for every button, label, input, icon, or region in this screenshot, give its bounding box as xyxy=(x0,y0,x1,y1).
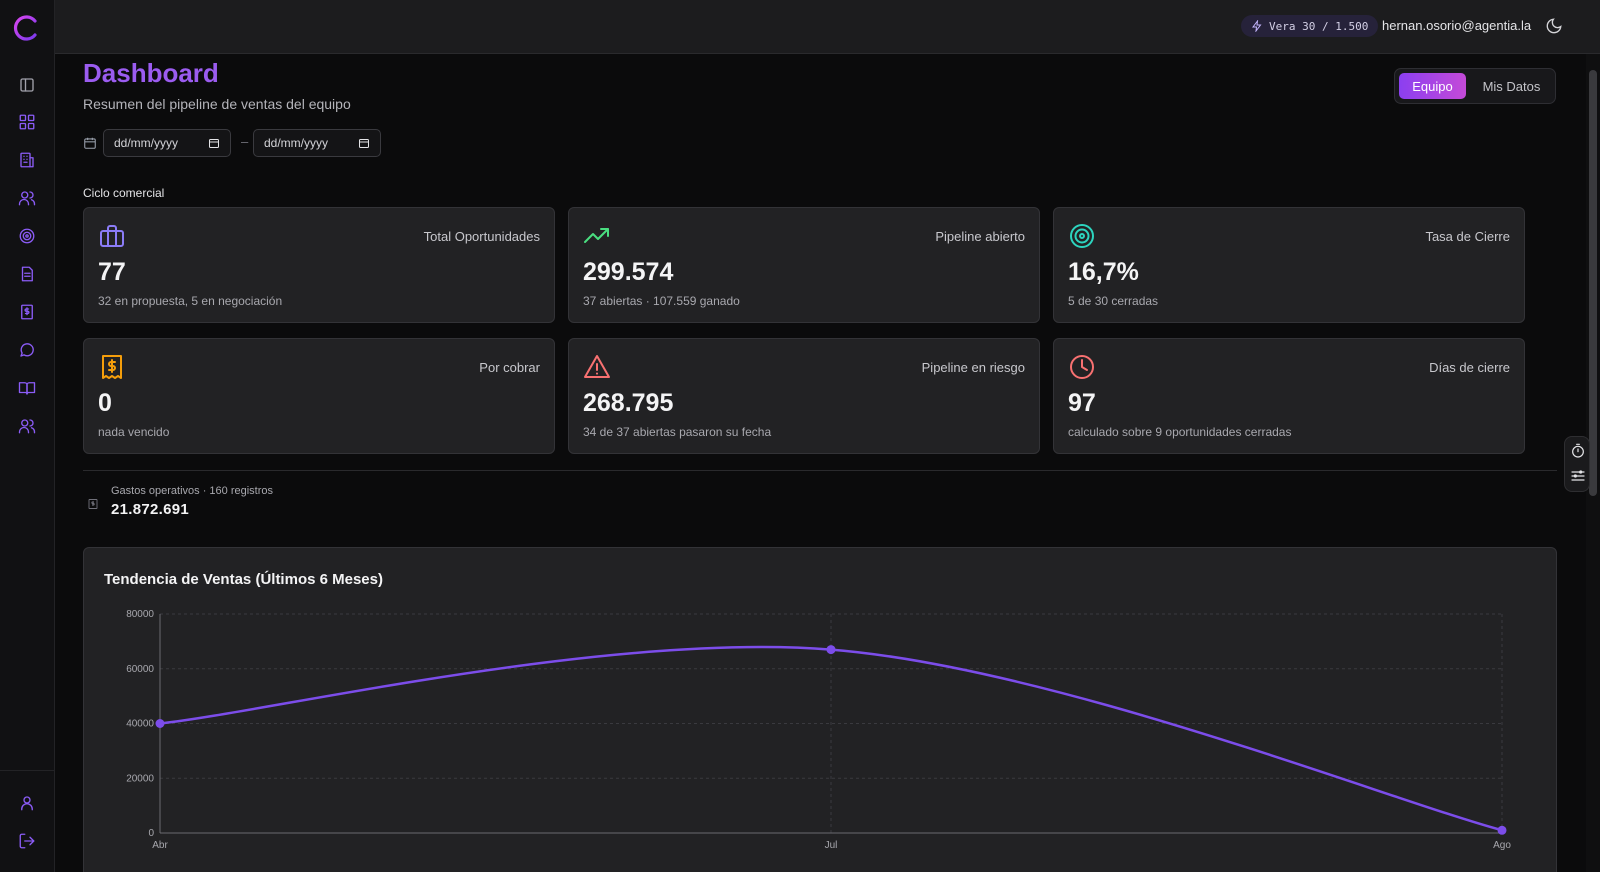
data-point xyxy=(1497,825,1507,835)
x-tick-label: Ago xyxy=(1493,840,1511,851)
section-label: Ciclo comercial xyxy=(83,186,165,200)
card-value: 268.795 xyxy=(583,389,674,417)
dashboard-icon[interactable] xyxy=(17,112,37,132)
document-icon[interactable] xyxy=(17,264,37,284)
top-bar: Vera 30 / 1.500 hernan.osorio@agentia.la xyxy=(55,0,1600,54)
card-pipeline-abierto[interactable]: Pipeline abierto 299.574 37 abiertas · 1… xyxy=(568,207,1040,323)
calendar-picker-icon[interactable] xyxy=(208,137,220,149)
card-subtext: nada vencido xyxy=(98,425,170,439)
sales-trend-chart: 0 20000 40000 60000 80000 Abr Jul Ago xyxy=(126,609,1511,851)
calendar-picker-icon[interactable] xyxy=(358,137,370,149)
card-label: Tasa de Cierre xyxy=(1425,229,1510,244)
y-tick-label: 80000 xyxy=(126,609,154,620)
card-subtext: calculado sobre 9 oportunidades cerradas xyxy=(1068,425,1292,439)
data-point xyxy=(826,645,836,655)
stopwatch-icon[interactable] xyxy=(1570,443,1586,459)
date-separator: – xyxy=(241,134,249,149)
card-value: 77 xyxy=(98,258,126,286)
profile-icon[interactable] xyxy=(17,793,37,813)
card-dias-de-cierre[interactable]: Días de cierre 97 calculado sobre 9 opor… xyxy=(1053,338,1525,454)
vera-credits-badge[interactable]: Vera 30 / 1.500 xyxy=(1241,15,1379,37)
expenses-icon xyxy=(87,497,99,509)
card-label: Pipeline abierto xyxy=(935,229,1025,244)
card-label: Total Oportunidades xyxy=(423,229,540,244)
expenses-value: 21.872.691 xyxy=(111,501,190,518)
card-value: 16,7% xyxy=(1068,258,1139,286)
card-por-cobrar[interactable]: Por cobrar 0 nada vencido xyxy=(83,338,555,454)
calendar-icon xyxy=(83,136,97,150)
x-tick-label: Jul xyxy=(825,840,838,851)
logout-icon[interactable] xyxy=(17,831,37,851)
toggle-equipo-button[interactable]: Equipo xyxy=(1399,73,1466,99)
data-point xyxy=(155,719,165,728)
vera-credits-text: Vera 30 / 1.500 xyxy=(1269,19,1369,33)
floating-tools xyxy=(1564,436,1590,492)
sidebar xyxy=(0,0,55,872)
moon-icon[interactable] xyxy=(1545,17,1563,35)
x-tick-label: Abr xyxy=(152,840,168,851)
building-icon[interactable] xyxy=(17,150,37,170)
invoice-icon[interactable] xyxy=(17,302,37,322)
target-icon[interactable] xyxy=(17,226,37,246)
card-label: Días de cierre xyxy=(1429,360,1510,375)
card-label: Por cobrar xyxy=(479,360,540,375)
card-total-oportunidades[interactable]: Total Oportunidades 77 32 en propuesta, … xyxy=(83,207,555,323)
card-value: 97 xyxy=(1068,389,1096,417)
date-from-placeholder: dd/mm/yyyy xyxy=(114,136,179,150)
card-subtext: 32 en propuesta, 5 en negociación xyxy=(98,294,283,308)
main-content: Dashboard Resumen del pipeline de ventas… xyxy=(55,54,1585,872)
chat-icon[interactable] xyxy=(17,340,37,360)
y-tick-label: 60000 xyxy=(126,664,154,675)
briefcase-icon xyxy=(98,222,126,250)
sales-trend-chart-card: Tendencia de Ventas (Últimos 6 Meses) 0 2… xyxy=(83,547,1557,872)
sidebar-divider xyxy=(0,770,55,771)
date-to-input[interactable]: dd/mm/yyyy xyxy=(253,129,381,157)
clock-icon xyxy=(1068,353,1096,381)
view-toggle: Equipo Mis Datos xyxy=(1394,68,1556,104)
card-subtext: 37 abiertas · 107.559 ganado xyxy=(583,294,740,308)
team-icon[interactable] xyxy=(17,416,37,436)
brand-logo-icon[interactable] xyxy=(13,14,41,42)
card-value: 0 xyxy=(98,389,112,417)
book-icon[interactable] xyxy=(17,378,37,398)
filter-list-icon[interactable] xyxy=(1570,468,1586,484)
y-tick-label: 0 xyxy=(148,828,154,839)
page-title: Dashboard xyxy=(83,58,219,88)
card-tasa-de-cierre[interactable]: Tasa de Cierre 16,7% 5 de 30 cerradas xyxy=(1053,207,1525,323)
scrollbar-thumb[interactable] xyxy=(1589,70,1597,496)
users-icon[interactable] xyxy=(17,188,37,208)
card-pipeline-en-riesgo[interactable]: Pipeline en riesgo 268.795 34 de 37 abie… xyxy=(568,338,1040,454)
card-subtext: 5 de 30 cerradas xyxy=(1068,294,1159,308)
card-subtext: 34 de 37 abiertas pasaron su fecha xyxy=(583,425,772,439)
section-divider xyxy=(83,470,1557,471)
card-label: Pipeline en riesgo xyxy=(921,360,1025,375)
date-from-input[interactable]: dd/mm/yyyy xyxy=(103,129,231,157)
trending-up-icon xyxy=(583,222,611,250)
expenses-label: Gastos operativos · 160 registros xyxy=(111,485,274,497)
date-to-placeholder: dd/mm/yyyy xyxy=(264,136,329,150)
page-subtitle: Resumen del pipeline de ventas del equip… xyxy=(83,96,351,112)
user-email[interactable]: hernan.osorio@agentia.la xyxy=(1382,18,1532,33)
y-tick-label: 40000 xyxy=(126,719,154,730)
receipt-icon xyxy=(98,353,126,381)
warning-icon xyxy=(583,353,611,381)
y-tick-label: 20000 xyxy=(126,773,154,784)
toggle-mis-datos-button[interactable]: Mis Datos xyxy=(1482,78,1541,94)
target-icon xyxy=(1068,222,1096,250)
card-value: 299.574 xyxy=(583,258,674,286)
sidebar-toggle-icon[interactable] xyxy=(17,75,37,95)
lightning-icon xyxy=(1252,20,1262,32)
chart-title: Tendencia de Ventas (Últimos 6 Meses) xyxy=(104,571,383,588)
